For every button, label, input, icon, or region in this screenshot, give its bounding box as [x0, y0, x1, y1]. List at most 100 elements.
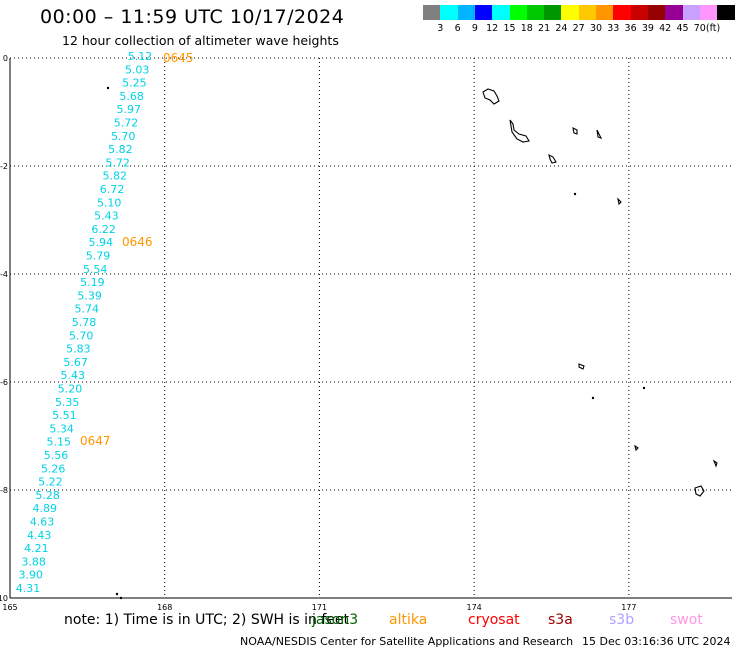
wave-height-label: 5.72: [105, 156, 130, 169]
legend-sat-s3a: s3a: [548, 612, 573, 628]
lat-tick-label: -6: [0, 378, 8, 387]
colorbar-swatch: [474, 5, 493, 20]
legend-sat-cryosat: cryosat: [468, 612, 520, 628]
colorbar-swatch: [492, 5, 510, 20]
wave-height-label: 5.25: [122, 77, 147, 90]
colorbar-swatch: [699, 5, 718, 20]
wave-height-label: 5.43: [94, 210, 119, 223]
island-coastline: [509, 119, 530, 143]
lon-tick-label: 165: [2, 603, 17, 612]
wave-height-label: 5.72: [114, 117, 139, 130]
wave-height-label: 5.43: [61, 369, 86, 382]
colorbar-swatch: [630, 5, 649, 20]
island-coastline: [596, 129, 603, 139]
colorbar-label: (ft): [705, 23, 721, 34]
lat-tick-label: -4: [0, 270, 8, 279]
island-coastline: [694, 485, 705, 497]
lon-tick-label: 171: [312, 603, 327, 612]
colorbar-label: 33: [607, 23, 620, 34]
wave-height-label: 5.94: [89, 236, 114, 249]
wave-height-label: 5.82: [103, 170, 128, 183]
colorbar-swatch: [544, 5, 562, 20]
lat-tick-label: -8: [0, 486, 8, 495]
island-coastline: [482, 88, 500, 105]
colorbar-label: 70: [693, 23, 706, 34]
wave-height-label: 5.79: [86, 250, 111, 263]
colorbar-label: 30: [589, 23, 603, 34]
island-dot: [106, 86, 110, 90]
colorbar-label: 45: [676, 23, 689, 34]
map-title: 00:00 – 11:59 UTC 10/17/2024: [40, 6, 345, 28]
lat-tick-label: -2: [0, 162, 8, 171]
time-label: 0645: [163, 51, 194, 65]
colorbar-swatch: [440, 5, 459, 20]
wave-height-label: 5.70: [69, 329, 94, 342]
wave-height-label: 5.78: [72, 316, 97, 329]
island-dot: [642, 386, 646, 390]
island-dot: [115, 592, 119, 596]
colorbar-label: 42: [659, 23, 672, 34]
colorbar-label: 9: [471, 23, 478, 34]
wave-height-label: 5.83: [66, 343, 91, 356]
wave-height-label: 5.70: [111, 130, 136, 143]
wave-height-label: 5.03: [125, 63, 150, 76]
island-dot: [591, 396, 595, 400]
wave-height-label: 5.56: [44, 449, 69, 462]
lon-tick-label: 177: [621, 603, 636, 612]
island-coastline: [617, 197, 622, 206]
lat-tick-label: 0: [3, 54, 8, 63]
wave-height-label: 4.21: [24, 542, 49, 555]
colorbar-label: 21: [538, 23, 551, 34]
lat-tick-label: -10: [0, 594, 8, 603]
wave-height-label: 5.97: [117, 103, 142, 116]
wave-height-label: 5.12: [128, 50, 153, 63]
colorbar-swatch: [717, 5, 735, 20]
wave-height-label: 5.39: [77, 289, 102, 302]
generated-timestamp: 15 Dec 03:16:36 UTC 2024: [582, 635, 731, 648]
colorbar-label: 6: [454, 23, 461, 34]
island-coastline: [572, 127, 578, 135]
colorbar-label: 24: [555, 23, 568, 34]
colorbar-swatch: [647, 5, 666, 20]
colorbar-label: 36: [624, 23, 637, 34]
colorbar-swatch: [578, 5, 597, 20]
wave-height-label: 6.22: [91, 223, 116, 236]
legend-sat-swot: swot: [670, 612, 703, 628]
island-dot: [573, 192, 577, 196]
wave-height-label: 5.20: [58, 383, 83, 396]
legend-sat-altika: altika: [389, 612, 428, 628]
footer-note: note: 1) Time is in UTC; 2) SWH is in fe…: [64, 612, 350, 628]
wave-height-label: 5.26: [41, 462, 66, 475]
wave-height-label: 5.51: [52, 409, 77, 422]
colorbar-swatch: [682, 5, 701, 20]
wave-height-label: 4.43: [27, 529, 52, 542]
wave-height-label: 5.35: [55, 396, 80, 409]
wave-height-label: 3.88: [21, 555, 46, 568]
island-coastline: [634, 444, 639, 452]
colorbar-swatch: [596, 5, 614, 20]
wave-height-label: 5.54: [83, 263, 108, 276]
wave-height-label: 5.67: [63, 356, 88, 369]
wave-height-label: 5.82: [108, 143, 133, 156]
wave-height-label: 4.89: [33, 502, 58, 515]
colorbar-label: 18: [520, 23, 533, 34]
wave-height-label: 5.34: [49, 422, 74, 435]
wave-height-label: 5.15: [47, 436, 72, 449]
wave-height-label: 3.90: [19, 569, 44, 582]
colorbar-label: 39: [641, 23, 654, 34]
wave-height-label: 5.68: [119, 90, 144, 103]
island-dot: [119, 596, 123, 600]
colorbar-swatch: [561, 5, 580, 20]
wave-height-label: 4.63: [30, 516, 55, 529]
lon-tick-label: 168: [157, 603, 172, 612]
time-label: 0646: [122, 235, 153, 249]
legend-sat-jason3: jason3: [312, 612, 359, 628]
lon-tick-label: 174: [467, 603, 482, 612]
wave-height-label: 5.28: [35, 489, 60, 502]
map-subtitle: 12 hour collection of altimeter wave hei…: [62, 33, 339, 48]
wave-height-label: 5.74: [75, 303, 100, 316]
colorbar-label: 15: [503, 23, 516, 34]
colorbar-label: 12: [486, 23, 499, 34]
island-coastline: [578, 363, 585, 370]
